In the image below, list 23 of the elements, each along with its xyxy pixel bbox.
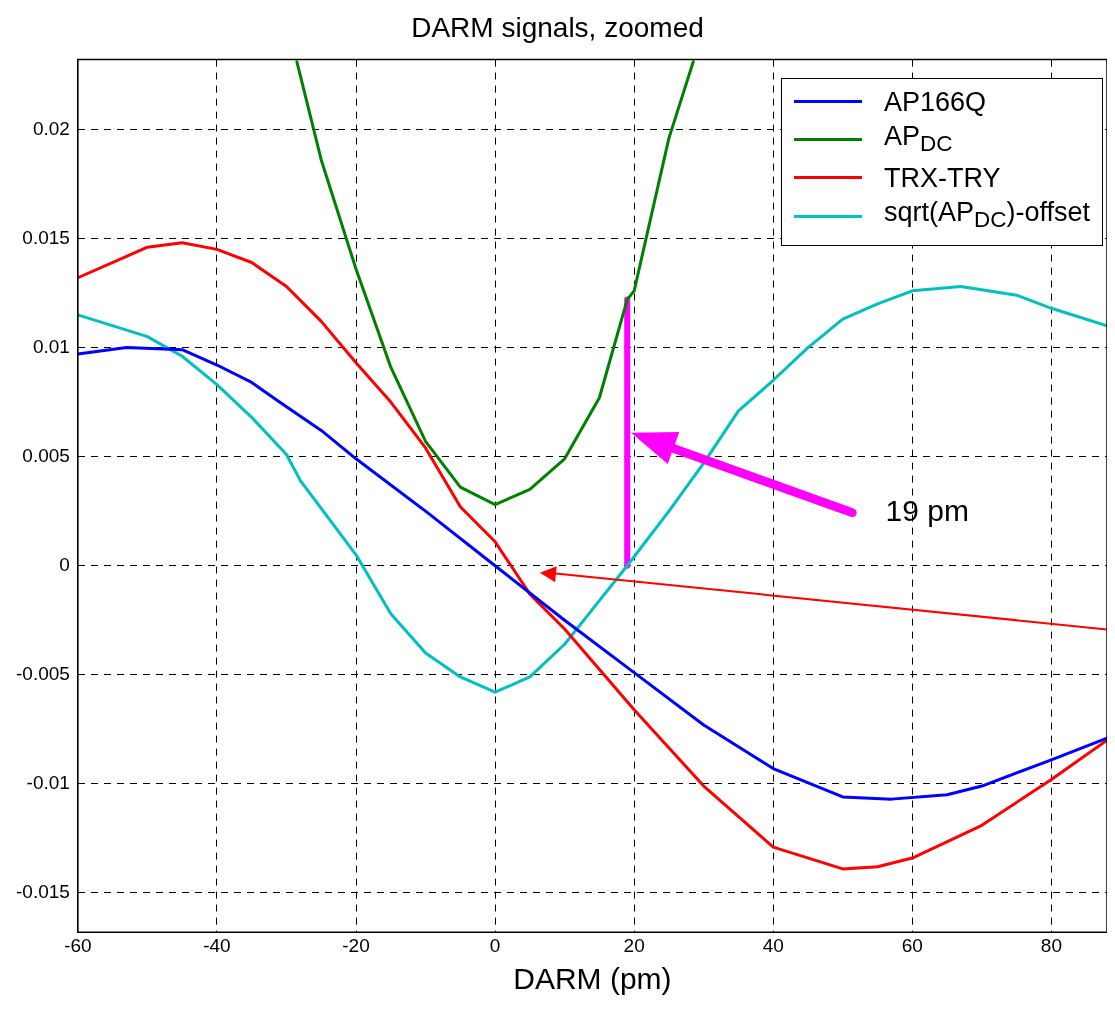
legend-label: AP166Q: [883, 85, 987, 119]
legend-label: sqrt(AP$_{DC}$)-offset: [883, 196, 1090, 235]
y-tick-label: 0: [59, 553, 70, 575]
x-axis-title: DARM (pm): [513, 962, 672, 996]
annotation: 19 pm: [885, 493, 969, 527]
x-tick-label: 60: [901, 934, 923, 956]
x-tick-label: -60: [64, 934, 92, 956]
legend-label: TRX-TRY: [883, 162, 1001, 195]
y-tick-label: 0.005: [22, 444, 70, 466]
x-tick-label: 0: [489, 934, 501, 956]
legend-label: AP$_{DC}$: [883, 119, 953, 158]
x-tick-label: 40: [762, 934, 784, 956]
y-tick-label: -0.015: [16, 881, 70, 903]
x-tick-label: -20: [342, 934, 370, 956]
x-tick-label: -40: [203, 934, 231, 956]
x-tick-label: 80: [1040, 934, 1062, 956]
chart-title: DARM signals, zoomed: [411, 11, 704, 43]
y-tick-label: -0.005: [16, 663, 70, 685]
y-tick-label: -0.01: [26, 772, 70, 794]
x-tick-label: 20: [623, 934, 645, 956]
y-tick-label: 0.02: [32, 117, 70, 139]
y-tick-label: 0.01: [32, 335, 70, 357]
y-tick-label: 0.015: [22, 226, 70, 248]
